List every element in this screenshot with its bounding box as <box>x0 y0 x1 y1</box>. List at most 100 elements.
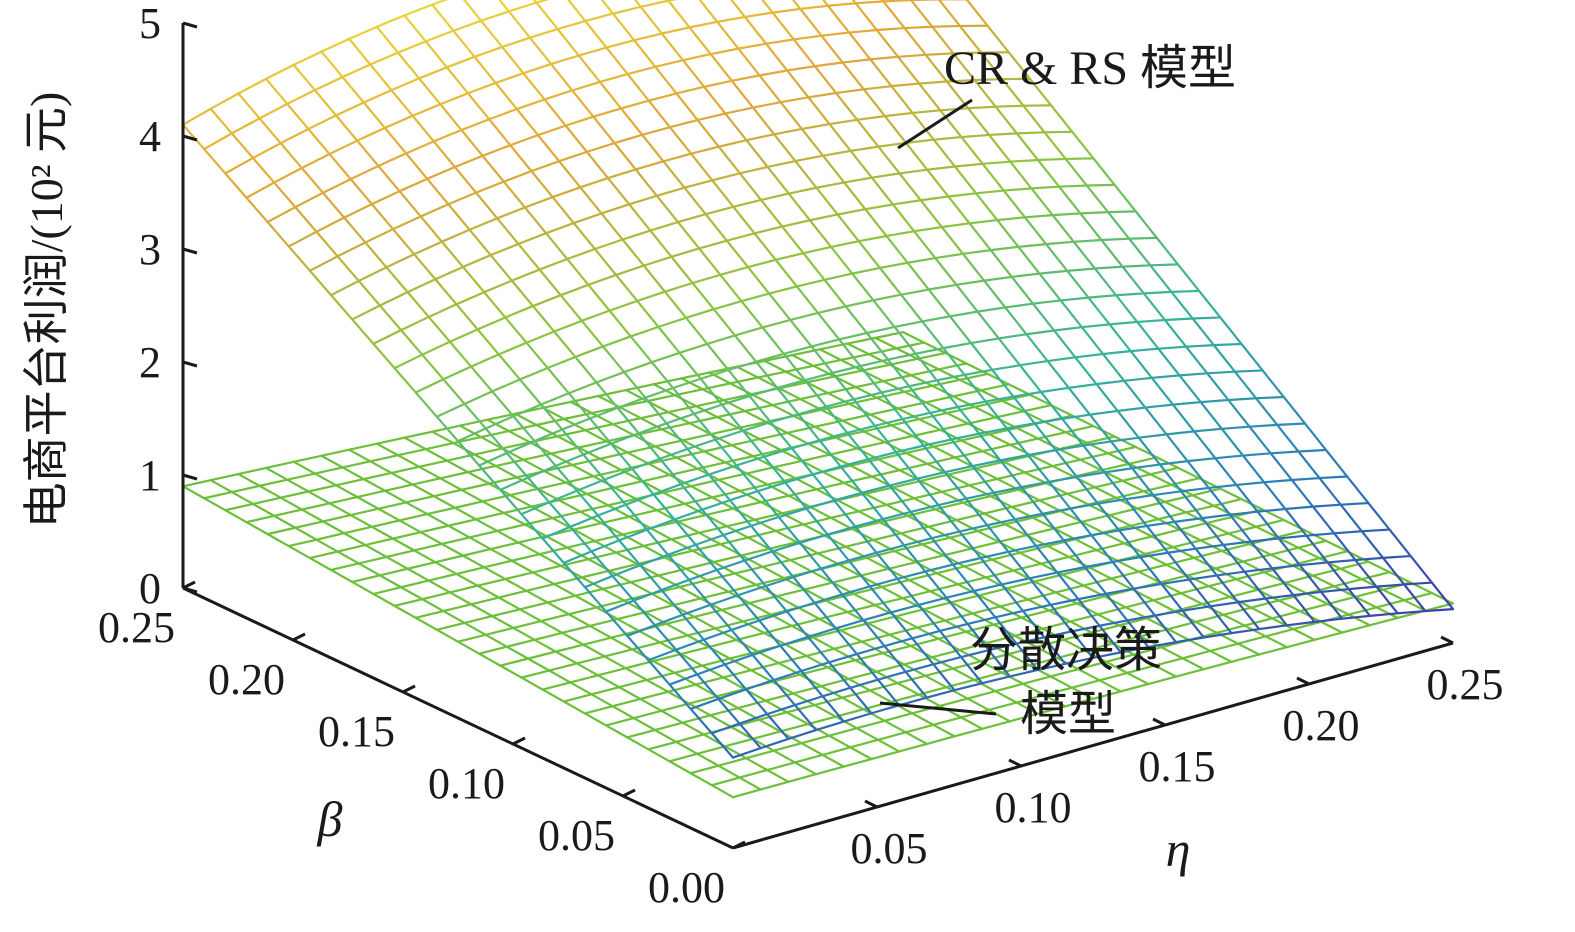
cr-rs-mesh-line <box>1046 356 1077 363</box>
decentralized-mesh-line <box>494 464 518 479</box>
cr-rs-mesh-line <box>724 112 748 142</box>
cr-rs-mesh-line <box>1212 343 1237 373</box>
cr-rs-mesh-line <box>896 570 927 580</box>
decentralized-mesh-line <box>829 516 854 531</box>
decentralized-mesh-line <box>572 521 603 531</box>
cr-rs-mesh-line <box>448 340 473 368</box>
decentralized-mesh-line <box>732 507 756 521</box>
cr-rs-mesh-line <box>1184 343 1215 348</box>
cr-rs-mesh-line <box>1297 448 1328 453</box>
cr-rs-mesh-line <box>654 59 685 68</box>
cr-rs-mesh-line <box>473 45 504 58</box>
decentralized-mesh-line <box>691 543 722 552</box>
cr-rs-mesh-line <box>974 192 999 222</box>
cr-rs-mesh-line <box>526 464 557 479</box>
decentralized-mesh-line <box>391 531 422 540</box>
decentralized-mesh-line <box>707 638 738 649</box>
decentralized-mesh-line <box>911 712 935 726</box>
decentralized-mesh-line <box>969 540 1000 550</box>
decentralized-mesh-line <box>418 465 442 480</box>
decentralized-mesh-line <box>764 420 789 434</box>
cr-rs-mesh-line <box>735 455 766 467</box>
decentralized-mesh-line <box>1157 518 1181 531</box>
decentralized-mesh-line <box>821 753 845 768</box>
cr-rs-mesh-line <box>1271 564 1302 570</box>
decentralized-mesh-line <box>931 378 962 387</box>
cr-rs-mesh-line <box>551 195 575 225</box>
cr-rs-mesh-line <box>769 421 793 450</box>
cr-rs-mesh-line <box>820 31 851 37</box>
cr-rs-mesh-line <box>781 225 805 255</box>
decentralized-mesh-line <box>652 652 683 663</box>
cr-rs-mesh-line <box>531 294 562 308</box>
decentralized-mesh-line <box>209 472 240 482</box>
cr-rs-mesh-line <box>396 40 427 54</box>
cr-rs-mesh-line <box>1149 264 1173 294</box>
decentralized-mesh-line <box>611 417 642 426</box>
cr-rs-mesh-line <box>439 92 470 106</box>
decentralized-mesh-line <box>1354 595 1378 609</box>
cr-rs-mesh-line <box>639 5 663 35</box>
decentralized-mesh-line <box>501 441 532 450</box>
decentralized-mesh-line <box>413 542 443 552</box>
cr-rs-mesh-line <box>469 365 494 393</box>
cr-rs-mesh-line <box>939 107 970 112</box>
decentralized-mesh-line <box>706 572 737 582</box>
decentralized-mesh-line <box>818 348 843 362</box>
decentralized-mesh-line <box>1109 577 1134 591</box>
decentralized-mesh-line <box>535 423 559 438</box>
decentralized-mesh-line <box>948 536 973 550</box>
cr-rs-mesh-line <box>847 559 872 588</box>
decentralized-mesh-line <box>549 446 580 455</box>
cr-rs-mesh-line <box>575 489 600 517</box>
decentralized-mesh-line <box>1043 420 1067 434</box>
decentralized-mesh-line <box>1290 557 1321 567</box>
cr-rs-mesh-line <box>709 603 733 632</box>
cr-rs-mesh-line <box>455 291 486 306</box>
decentralized-mesh-line <box>964 630 989 645</box>
cr-rs-mesh-line <box>958 24 983 54</box>
cr-rs-mesh-line <box>1070 624 1101 633</box>
decentralized-mesh-line <box>1276 529 1307 539</box>
cr-rs-mesh-line <box>877 145 901 175</box>
cr-rs-mesh-line <box>1191 316 1222 320</box>
cr-rs-mesh-line <box>754 360 779 390</box>
cr-rs-mesh-line <box>800 661 831 673</box>
decentralized-mesh-line <box>1038 492 1069 502</box>
cr-rs-mesh-line <box>1083 565 1108 595</box>
cr-rs-mesh-line <box>1292 593 1316 623</box>
cr-rs-mesh-line <box>834 619 865 630</box>
decentralized-mesh-line <box>693 615 717 630</box>
decentralized-mesh-line <box>548 662 578 672</box>
cr-rs-mesh-line <box>789 311 820 322</box>
cr-rs-mesh-line <box>764 42 789 72</box>
cr-rs-mesh-line <box>779 644 803 673</box>
cr-rs-mesh-line <box>826 2 857 7</box>
cr-rs-mesh-line <box>722 534 746 562</box>
decentralized-mesh-line <box>466 471 491 485</box>
decentralized-mesh-line <box>315 538 339 553</box>
decentralized-mesh-line <box>618 405 642 420</box>
decentralized-mesh-line <box>733 572 758 586</box>
decentralized-mesh-line <box>592 468 623 478</box>
decentralized-mesh-line <box>1069 620 1093 634</box>
decentralized-mesh-line <box>245 514 276 524</box>
cr-rs-mesh-line <box>1025 329 1056 336</box>
cr-rs-mesh-line <box>509 134 540 147</box>
tick-labels: 0123450.250.200.150.100.050.000.050.100.… <box>98 0 1504 912</box>
cr-rs-mesh-line <box>484 415 515 430</box>
decentralized-mesh-line <box>1128 462 1152 476</box>
cr-rs-mesh-line <box>569 525 593 553</box>
cr-rs-mesh-line <box>727 368 751 398</box>
decentralized-mesh-line <box>1005 587 1030 601</box>
decentralized-mesh-line <box>1139 628 1170 638</box>
cr-rs-mesh-line <box>1069 502 1100 510</box>
cr-rs-mesh-line <box>725 239 750 269</box>
decentralized-mesh-line <box>922 608 947 622</box>
cr-rs-mesh-line <box>613 141 637 171</box>
beta-tick-label: 0.05 <box>538 811 615 860</box>
cr-rs-mesh-line <box>526 476 551 504</box>
cr-rs-mesh-line <box>1367 501 1391 531</box>
decentralized-mesh-line <box>926 456 957 465</box>
cr-rs-mesh-line <box>855 652 880 681</box>
